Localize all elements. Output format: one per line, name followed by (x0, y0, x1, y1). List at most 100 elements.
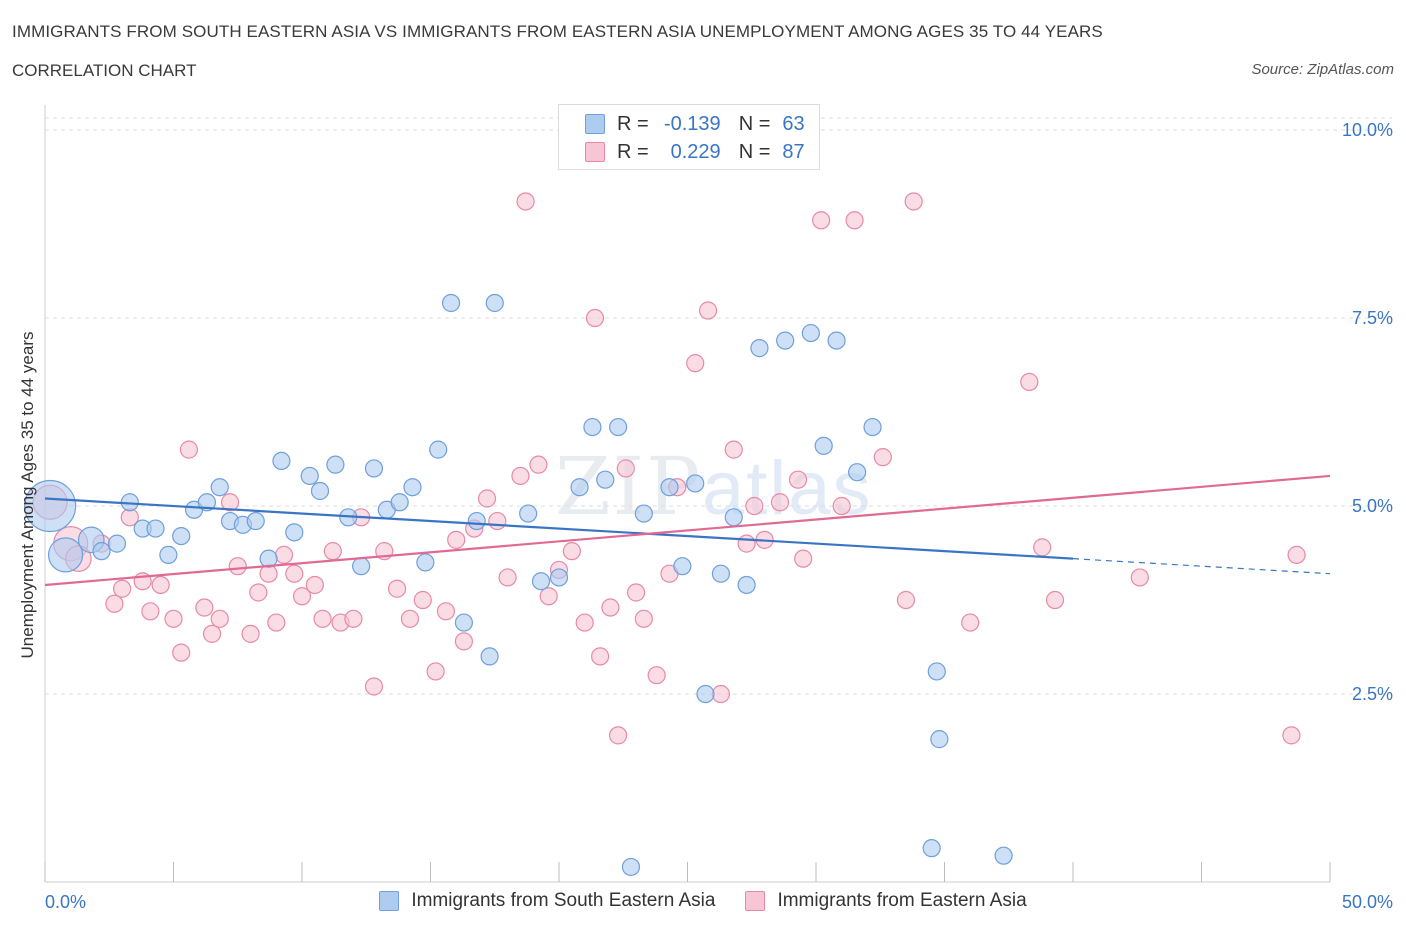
data-point (626, 583, 646, 602)
data-point (202, 624, 222, 643)
data-point (570, 478, 589, 497)
data-point (272, 451, 291, 471)
data-point (647, 666, 666, 685)
data-point (352, 557, 371, 576)
data-point (274, 545, 294, 564)
data-point (994, 846, 1013, 865)
data-point (403, 478, 422, 497)
data-point (105, 594, 124, 613)
data-point (195, 598, 214, 617)
data-point (436, 602, 456, 621)
data-point (1033, 538, 1052, 557)
data-point (776, 331, 795, 350)
data-point (285, 523, 304, 542)
data-point (364, 677, 384, 696)
data-point (724, 508, 743, 527)
data-point (426, 662, 445, 681)
legend-row-south-eastern-asia: R = -0.139 N = 63 (585, 111, 805, 137)
series-south-eastern-asia-points (24, 293, 1013, 877)
r-value: -0.139 (663, 112, 721, 135)
data-point (686, 474, 705, 493)
data-point (745, 496, 764, 516)
data-point (172, 643, 191, 662)
data-point (107, 534, 127, 553)
data-point (454, 613, 474, 632)
data-point (1020, 372, 1039, 392)
data-point (326, 455, 345, 474)
data-point (305, 575, 324, 595)
data-point (711, 684, 731, 704)
legend-label-south-eastern-asia: Immigrants from South Eastern Asia (411, 890, 716, 911)
data-point (549, 568, 569, 587)
data-point (585, 308, 605, 328)
data-point (172, 526, 191, 546)
x-tick-label-max: 50.0% (1342, 892, 1393, 912)
data-point (323, 542, 342, 561)
data-point (413, 590, 432, 610)
data-point (146, 519, 165, 538)
trend-lines (44, 474, 1331, 587)
data-point (539, 587, 558, 606)
y-axis-label: Unemployment Among Ages 35 to 44 years (18, 331, 37, 659)
trend-line-eastern-asia (44, 474, 1331, 587)
y-tick-label: 10.0% (1342, 120, 1393, 140)
n-value: 87 (782, 140, 805, 163)
data-point (621, 857, 641, 877)
data-point (845, 211, 864, 230)
data-point (583, 417, 602, 437)
y-tick-label: 7.5% (1352, 308, 1393, 328)
tick-labels: 2.5% 5.0% 7.5% 10.0% 0.0% 50.0% (45, 120, 1393, 912)
data-point (112, 579, 132, 598)
data-point (220, 493, 240, 512)
data-point (400, 609, 420, 628)
data-point (896, 590, 916, 610)
data-point (313, 609, 332, 628)
y-tick-label: 2.5% (1352, 684, 1393, 704)
data-point (601, 598, 620, 617)
data-point (292, 587, 312, 606)
source-credit: Source: ZipAtlas.com (1251, 61, 1394, 78)
legend-swatch-blue (585, 114, 605, 134)
data-point (441, 293, 461, 313)
chart-subtitle: CORRELATION CHART (12, 61, 197, 80)
series-legend: Immigrants from South Eastern Asia Immig… (0, 890, 1406, 912)
data-point (519, 504, 538, 523)
r-label: R = (617, 112, 649, 135)
data-point (696, 684, 715, 704)
data-point (770, 493, 790, 512)
data-point (300, 466, 319, 486)
data-point (516, 192, 535, 211)
data-point (814, 436, 833, 455)
data-point (511, 466, 530, 486)
data-point (159, 545, 178, 564)
y-tick-label: 5.0% (1352, 496, 1393, 516)
legend-item-south-eastern-asia: Immigrants from South Eastern Asia (379, 890, 715, 912)
data-point (961, 613, 980, 632)
data-point (390, 493, 409, 512)
data-point (249, 583, 268, 602)
data-point (750, 339, 769, 358)
data-point (737, 575, 756, 595)
correlation-legend: R = -0.139 N = 63 R = 0.229 N = 87 (558, 104, 820, 170)
data-point (686, 354, 705, 373)
data-point (241, 624, 260, 643)
legend-label-eastern-asia: Immigrants from Eastern Asia (777, 890, 1027, 911)
data-point (197, 493, 217, 512)
data-point (485, 293, 504, 313)
data-point (801, 323, 820, 343)
data-point (488, 511, 507, 531)
data-point (467, 511, 486, 531)
data-point (711, 564, 731, 583)
n-label: N = (738, 140, 771, 163)
data-point (259, 549, 278, 568)
data-point (660, 478, 679, 497)
data-point (267, 613, 286, 632)
data-point (927, 662, 946, 681)
data-point (454, 632, 474, 651)
data-point (1282, 726, 1301, 745)
data-point (387, 579, 407, 598)
data-point (832, 496, 851, 516)
data-point (788, 470, 808, 489)
r-value: 0.229 (670, 140, 721, 163)
